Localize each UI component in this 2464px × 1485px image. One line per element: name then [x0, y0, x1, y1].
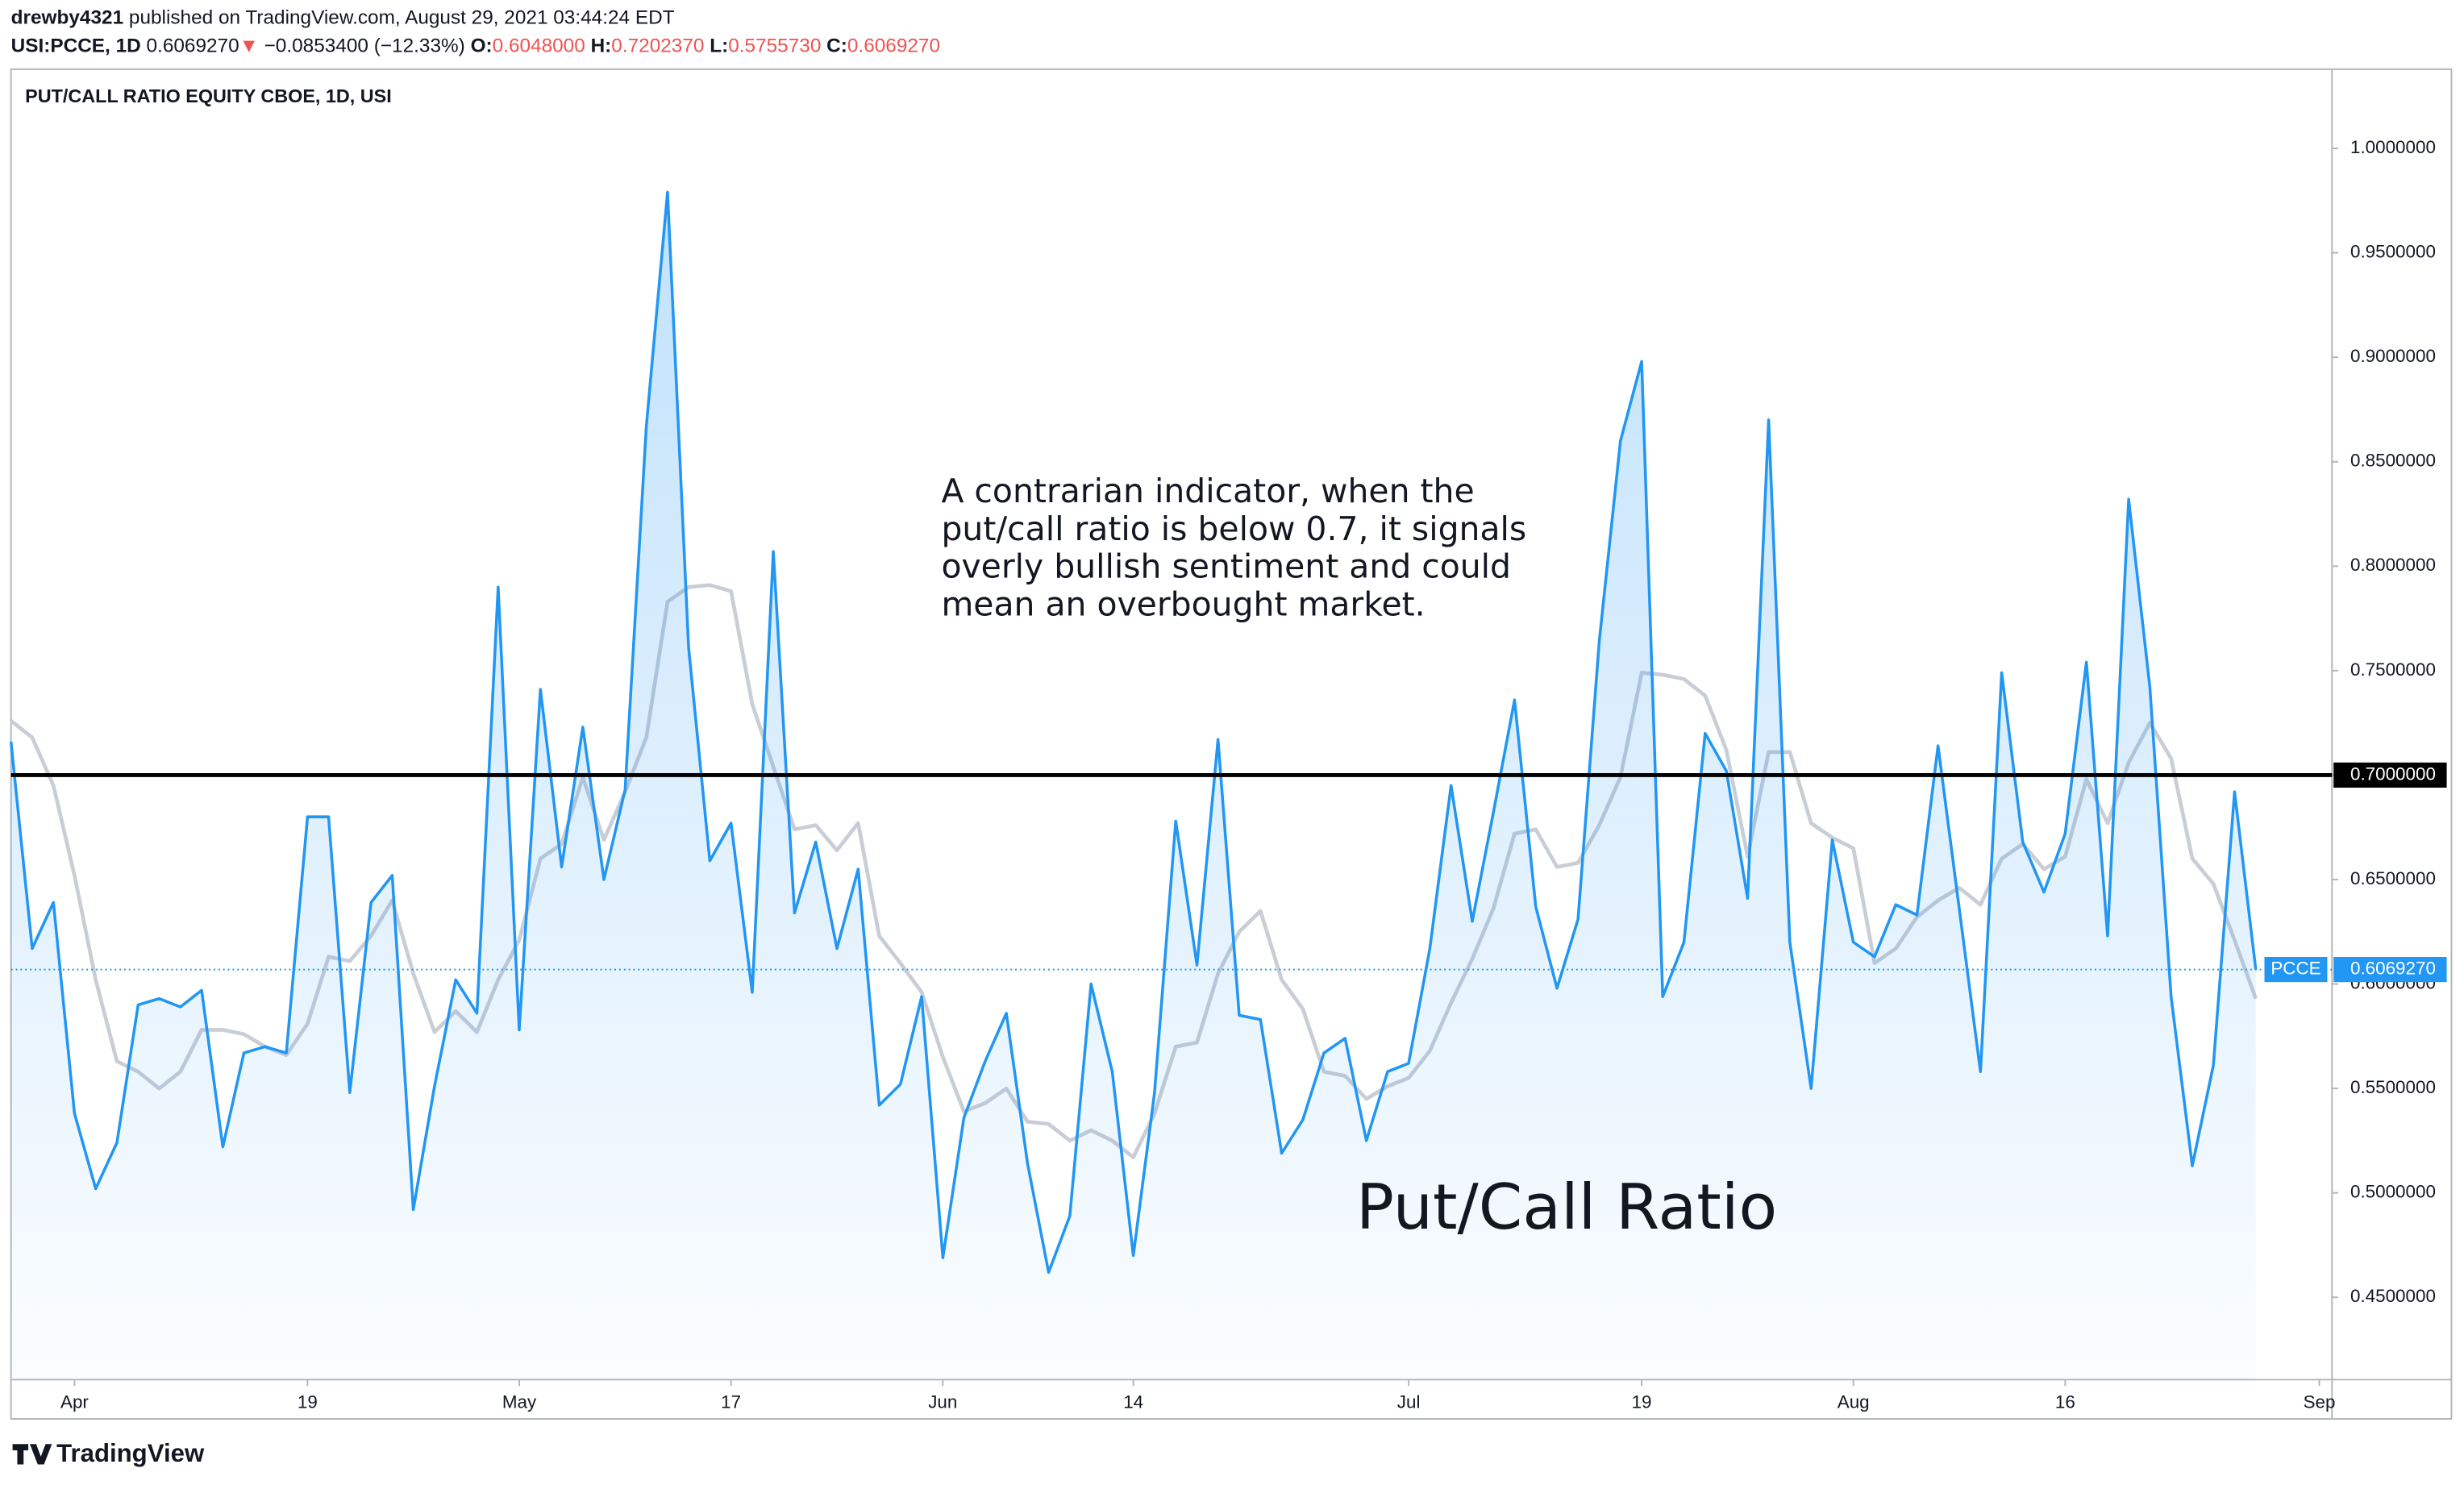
o: 0.6048000 — [493, 35, 585, 57]
x-tick-label: Sep — [2304, 1391, 2336, 1412]
last-value-label: 0.6069270 — [2350, 959, 2436, 979]
y-tick-label: 0.5000000 — [2350, 1182, 2436, 1202]
series-line — [9, 190, 2258, 1274]
header-line-1: drewby4321 published on TradingView.com,… — [11, 7, 675, 29]
x-tick-label: Jul — [1397, 1391, 1421, 1412]
annotation-line: overly bullish sentiment and could — [941, 547, 1511, 586]
y-tick-label: 0.9000000 — [2350, 346, 2436, 366]
x-tick-label: Jun — [928, 1391, 957, 1412]
y-tick-label: 0.5500000 — [2350, 1077, 2436, 1097]
annotation-line: mean an overbought market. — [941, 584, 1425, 623]
x-tick-label: 14 — [1123, 1391, 1143, 1412]
l: 0.5755730 — [728, 35, 821, 57]
legend-tag — [2264, 957, 2328, 983]
header-line-2: USI:PCCE, 1D 0.6069270▼ −0.0853400 (−12.… — [11, 35, 940, 57]
l-label: L: — [710, 35, 728, 57]
c: 0.6069270 — [847, 35, 940, 57]
c-label: C: — [826, 35, 847, 57]
brand: TradingView — [56, 1439, 205, 1467]
x-tick-label: 17 — [721, 1391, 741, 1412]
x-tick-label: Aug — [1838, 1391, 1870, 1412]
y-tick-label: 0.9500000 — [2350, 242, 2436, 262]
threshold-tag — [2333, 762, 2447, 788]
last-value-tag — [2333, 957, 2447, 983]
published: published on TradingView.com, August 29,… — [129, 7, 675, 29]
y-tick-label: 0.8000000 — [2350, 555, 2436, 575]
threshold-label: 0.7000000 — [2350, 763, 2436, 784]
o-label: O: — [471, 35, 493, 57]
x-tick-label: 19 — [1632, 1391, 1652, 1412]
annotation-line: A contrarian indicator, when the — [941, 472, 1474, 510]
y-tick-label: 0.4500000 — [2350, 1286, 2436, 1306]
y-tick-label: 0.6500000 — [2350, 868, 2436, 888]
x-tick-label: Apr — [60, 1391, 89, 1412]
arrow: ▼ — [239, 35, 259, 57]
x-tick-label: 19 — [298, 1391, 318, 1412]
plot: 0.45000000.50000000.55000000.60000000.65… — [9, 137, 2436, 1412]
y-tick-label: 0.7500000 — [2350, 659, 2436, 680]
area-fill — [10, 192, 2256, 1380]
annotation-line: put/call ratio is below 0.7, it signals — [941, 510, 1526, 548]
x-tick-label: May — [502, 1391, 537, 1412]
last: 0.6069270 — [147, 35, 239, 57]
h-label: H: — [591, 35, 612, 57]
overlay: 0.7000000 PCCE 0.6069270 A contrarian indic… — [10, 472, 2447, 1244]
change: −0.0853400 (−12.33%) — [264, 35, 465, 57]
chart-title: PUT/CALL RATIO EQUITY CBOE, 1D, USI — [25, 85, 392, 106]
y-tick-label: 0.8500000 — [2350, 451, 2436, 471]
legend-label: PCCE — [2270, 959, 2320, 979]
author: drewby4321 — [11, 7, 123, 29]
symbol: USI:PCCE, 1D — [11, 35, 141, 57]
y-tick-label: 1.0000000 — [2350, 137, 2436, 157]
chart-label: Put/Call Ratio — [1356, 1171, 1777, 1244]
h: 0.7202370 — [611, 35, 704, 57]
x-tick-label: 16 — [2055, 1391, 2075, 1412]
logo-icon — [12, 1444, 52, 1465]
